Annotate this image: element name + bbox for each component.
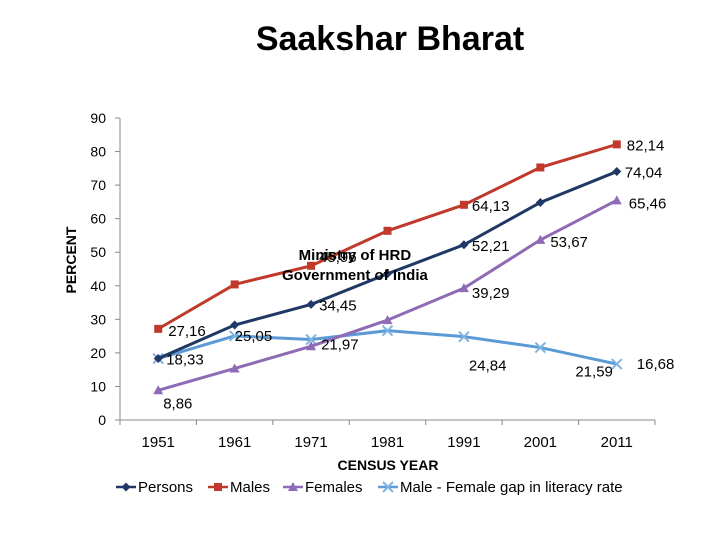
data-point bbox=[228, 330, 241, 342]
data-label: 53,67 bbox=[550, 234, 588, 251]
data-point bbox=[306, 341, 317, 351]
data-point bbox=[382, 481, 394, 493]
data-label: 21,97 bbox=[321, 336, 359, 353]
data-label: 65,46 bbox=[629, 195, 667, 212]
data-point bbox=[458, 283, 469, 293]
data-point bbox=[288, 482, 298, 491]
data-point bbox=[382, 315, 393, 325]
data-point bbox=[536, 163, 545, 172]
series-line bbox=[157, 329, 618, 366]
data-point bbox=[534, 341, 547, 354]
legend-label: Males bbox=[230, 479, 270, 496]
data-label: 39,29 bbox=[472, 285, 510, 302]
data-point-stroke bbox=[611, 358, 623, 370]
data-point-stroke bbox=[382, 481, 394, 493]
y-axis-title: PERCENT bbox=[63, 226, 79, 293]
data-point bbox=[612, 140, 621, 149]
data-point bbox=[611, 358, 623, 370]
data-point bbox=[459, 240, 469, 250]
data-point bbox=[230, 320, 240, 330]
data-point bbox=[230, 280, 239, 289]
legend-label: Females bbox=[305, 479, 363, 496]
data-point bbox=[153, 385, 164, 395]
x-axis-title: CENSUS YEAR bbox=[338, 457, 439, 473]
data-label: 82,14 bbox=[627, 137, 665, 154]
y-tick-label: 0 bbox=[98, 412, 106, 428]
x-tick-label: 1991 bbox=[447, 434, 480, 451]
data-label: 52,21 bbox=[472, 238, 510, 255]
data-point-stroke bbox=[228, 330, 241, 342]
data-label: 34,45 bbox=[319, 297, 357, 314]
watermark-line2: Government of India bbox=[282, 267, 428, 284]
data-label: 16,68 bbox=[637, 356, 675, 373]
x-tick-label: 1981 bbox=[371, 434, 404, 451]
data-point bbox=[383, 226, 392, 235]
x-tick-label: 1951 bbox=[142, 434, 175, 451]
legend-label: Persons bbox=[138, 479, 193, 496]
data-point-stroke bbox=[458, 330, 470, 343]
data-labels: 18,33 34,45 52,21 74,04 27,16 45,96 64,13 82,14… bbox=[163, 137, 674, 412]
legend-label: Male - Female gap in literacy rate bbox=[400, 479, 623, 496]
data-point bbox=[458, 330, 470, 343]
axes: 0 10 20 30 40 50 60 70 80 90 1951 1961 1971 1981 1991 2… bbox=[63, 110, 656, 473]
data-point bbox=[459, 200, 468, 209]
data-point bbox=[153, 353, 163, 363]
watermark-text: Ministry of HRD Government of India bbox=[282, 246, 428, 286]
data-point-stroke bbox=[534, 341, 547, 354]
y-tick-label: 30 bbox=[90, 311, 106, 327]
y-tick-label: 10 bbox=[90, 378, 106, 394]
data-label: 21,59 bbox=[575, 364, 613, 381]
data-point bbox=[611, 195, 622, 205]
chart-title: Saakshar Bharat bbox=[255, 20, 525, 58]
data-label: 8,86 bbox=[163, 395, 192, 412]
legend: Persons Males Females Male - Female gap in … bbox=[116, 479, 623, 496]
y-tick-label: 80 bbox=[90, 144, 106, 160]
data-point bbox=[381, 324, 394, 337]
data-point bbox=[121, 482, 131, 492]
y-tick-label: 60 bbox=[90, 211, 106, 227]
data-point bbox=[612, 167, 622, 177]
data-label: 74,04 bbox=[625, 165, 663, 182]
data-label: 18,33 bbox=[166, 351, 204, 368]
data-point bbox=[214, 483, 222, 491]
data-point bbox=[383, 269, 392, 279]
data-label: 45,96 bbox=[319, 249, 357, 266]
data-label: 25,05 bbox=[235, 328, 273, 345]
x-tick-label: 1961 bbox=[218, 434, 251, 451]
data-point bbox=[306, 299, 316, 309]
y-tick-label: 40 bbox=[90, 278, 106, 294]
data-point bbox=[229, 363, 240, 373]
data-point bbox=[307, 261, 316, 270]
data-point bbox=[305, 333, 317, 346]
y-tick-label: 50 bbox=[90, 244, 106, 260]
watermark-line1: Ministry of HRD bbox=[298, 247, 412, 264]
y-tick-label: 70 bbox=[90, 177, 106, 193]
data-label: 64,13 bbox=[472, 198, 510, 215]
data-point bbox=[154, 324, 163, 333]
y-tick-label: 20 bbox=[90, 345, 106, 361]
data-point-stroke bbox=[381, 324, 394, 337]
data-point bbox=[535, 234, 546, 244]
x-tick-label: 1971 bbox=[294, 434, 327, 451]
data-point bbox=[535, 197, 545, 207]
series-layer bbox=[152, 140, 623, 395]
data-label: 24,84 bbox=[469, 358, 507, 375]
x-tick-label: 2001 bbox=[524, 434, 557, 451]
x-tick-label: 2011 bbox=[601, 434, 633, 451]
y-tick-label: 90 bbox=[90, 110, 106, 126]
data-point-stroke bbox=[305, 333, 317, 346]
data-label: 27,16 bbox=[168, 323, 206, 340]
